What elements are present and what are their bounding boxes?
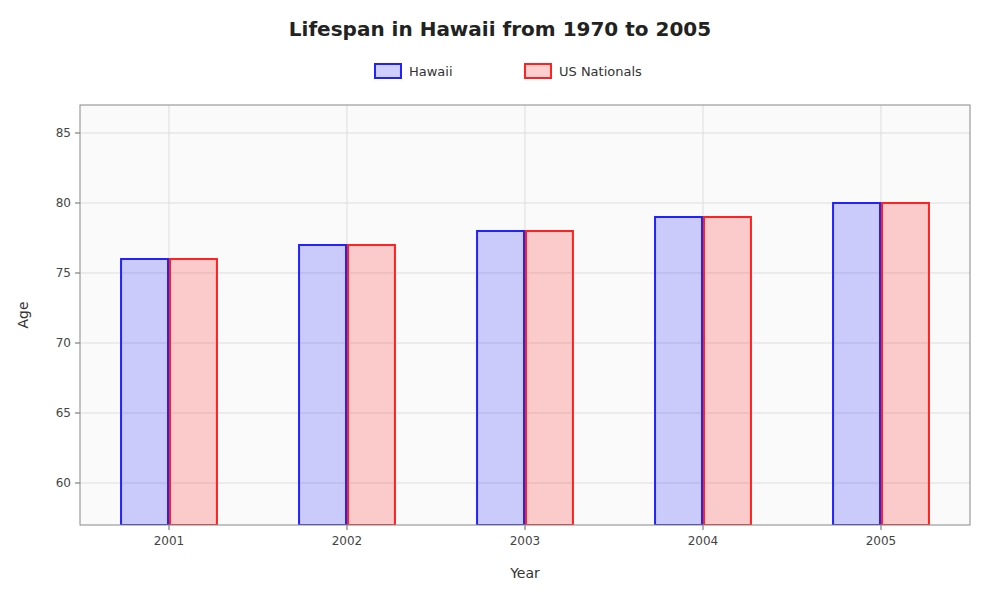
legend: Hawaii US Nationals	[375, 64, 642, 79]
bar	[833, 203, 880, 525]
x-tick-label: 2004	[688, 534, 719, 548]
y-tick	[75, 343, 80, 344]
y-axis-label: Age	[15, 301, 31, 328]
bar	[526, 231, 573, 525]
chart-title: Lifespan in Hawaii from 1970 to 2005	[289, 17, 711, 41]
bar	[170, 259, 217, 525]
legend-label: Hawaii	[409, 64, 453, 79]
legend-label: US Nationals	[559, 64, 642, 79]
x-axis-label: Year	[509, 565, 540, 581]
y-tick	[75, 413, 80, 414]
bar	[299, 245, 346, 525]
plot-frame	[80, 105, 970, 525]
bar	[121, 259, 168, 525]
y-tick	[75, 133, 80, 134]
x-tick	[881, 525, 882, 530]
chart-container: 60 65 70 75 80 85 2001 2002 2003 2004 2005 Lifespan…	[0, 0, 1000, 600]
y-tick	[75, 273, 80, 274]
y-tick	[75, 203, 80, 204]
y-tick-label: 70	[56, 336, 71, 350]
y-tick-label: 60	[56, 476, 71, 490]
bar	[704, 217, 751, 525]
x-tick	[347, 525, 348, 530]
x-tick	[525, 525, 526, 530]
y-tick	[75, 483, 80, 484]
bars	[121, 203, 929, 525]
y-tick-label: 75	[56, 266, 71, 280]
chart-svg: 60 65 70 75 80 85 2001 2002 2003 2004 2005 Lifespan…	[0, 0, 1000, 600]
y-tick-label: 85	[56, 126, 71, 140]
y-tick-label: 80	[56, 196, 71, 210]
x-tick	[169, 525, 170, 530]
grid	[80, 105, 970, 525]
legend-swatch	[525, 64, 551, 78]
x-tick	[703, 525, 704, 530]
plot-background	[80, 105, 970, 525]
x-tick-label: 2001	[154, 534, 185, 548]
legend-swatch	[375, 64, 401, 78]
x-tick-label: 2003	[510, 534, 541, 548]
bar	[477, 231, 524, 525]
x-tick-label: 2002	[332, 534, 363, 548]
x-tick-label: 2005	[866, 534, 897, 548]
y-tick-label: 65	[56, 406, 71, 420]
bar	[655, 217, 702, 525]
bar	[348, 245, 395, 525]
bar	[882, 203, 929, 525]
